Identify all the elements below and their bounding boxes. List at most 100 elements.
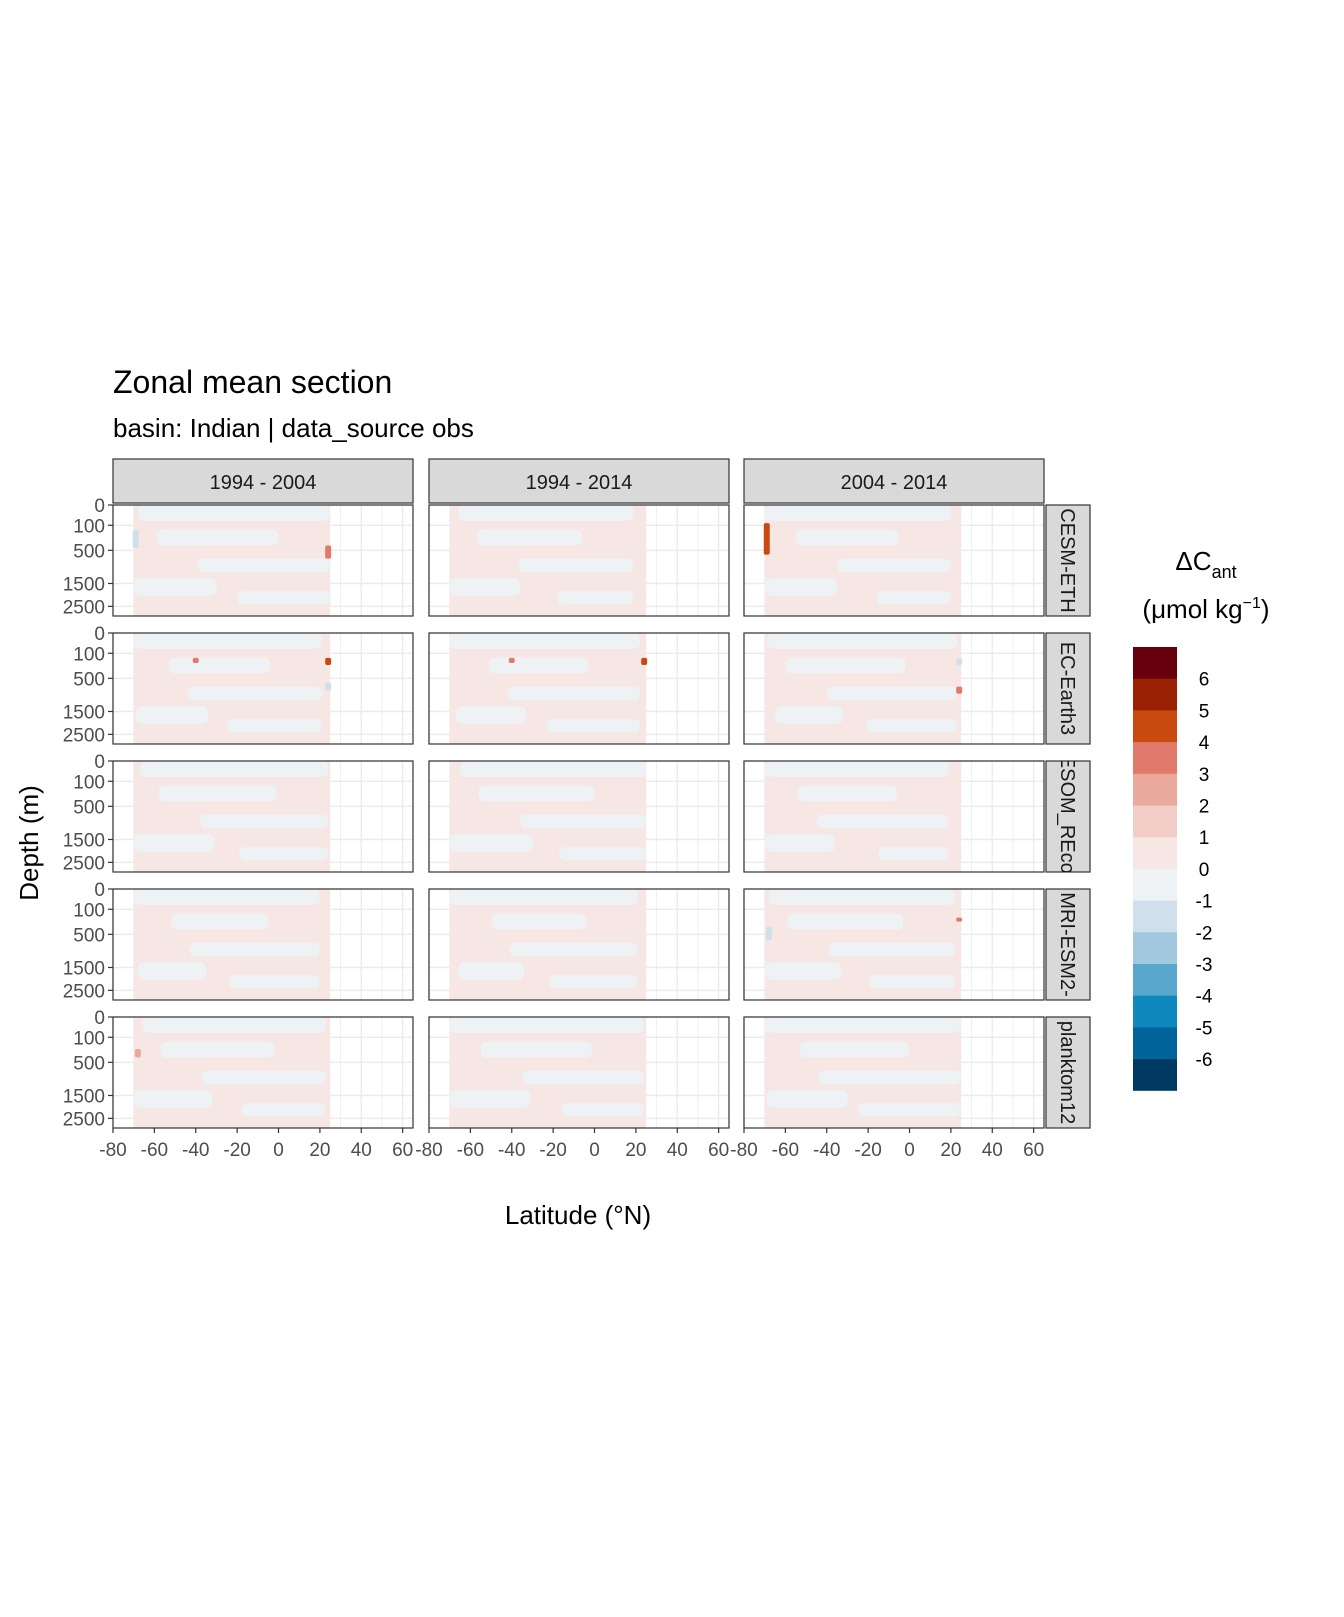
legend-swatch (1133, 900, 1177, 933)
panel-border (112, 1016, 414, 1129)
x-tick-label: 0 (904, 1140, 915, 1161)
facet-strip-row: planktom12 (1045, 1016, 1091, 1129)
x-tick-label: -40 (498, 1140, 525, 1161)
field-negative-patch (768, 889, 956, 905)
field-negative-patch (507, 686, 641, 701)
y-tick-label: 0 (94, 752, 105, 773)
field-negative-patch (457, 505, 634, 521)
facet-strip-column: 1994 - 2014 (428, 458, 730, 504)
field-anomaly-patch (956, 657, 963, 666)
color-legend: ΔCant (μmol kg−1) 6 5 4 3 2 1 0 -1 -2 -3 -4 -5 -6 (1133, 546, 1270, 1091)
field-negative-patch (133, 633, 322, 649)
x-tick-label: -60 (772, 1140, 799, 1161)
x-tick-label: -40 (182, 1140, 209, 1161)
y-tick-label: 500 (73, 925, 105, 946)
legend-unit-sup: −1 (1243, 595, 1261, 612)
y-tick-label: 1500 (63, 1086, 105, 1107)
y-tick-label: 2500 (63, 853, 105, 874)
strip-label: MRI-ESM2- (1056, 892, 1078, 996)
y-tick-label: 0 (94, 880, 105, 901)
field-anomaly-patch (325, 545, 332, 559)
field-negative-patch (764, 962, 842, 980)
field-negative-patch (141, 1017, 327, 1033)
field-negative-patch (491, 913, 587, 930)
strip-label: 1994 - 2014 (526, 472, 633, 494)
field-negative-patch (557, 590, 634, 605)
panel (428, 632, 730, 745)
legend-swatch (1133, 773, 1177, 806)
x-tick-label: 40 (667, 1140, 688, 1161)
legend-label: 2 (1199, 797, 1210, 818)
panel-border (112, 888, 414, 1001)
field-negative-patch (816, 814, 949, 829)
y-tick-label: 100 (73, 900, 105, 921)
field-negative-patch (133, 889, 320, 905)
field-negative-patch (228, 974, 320, 989)
legend-swatch (1133, 1027, 1177, 1060)
legend-label: 6 (1199, 670, 1210, 691)
field-negative-patch (449, 578, 521, 596)
y-tick-label: 2500 (63, 981, 105, 1002)
legend-swatch (1133, 805, 1177, 838)
y-tick-label: 100 (73, 516, 105, 537)
legend-label: -1 (1196, 892, 1213, 913)
field-negative-patch (199, 814, 329, 829)
strip-text-clip: EC-Earth3 (1056, 642, 1078, 735)
facet-strip-row: FESOM_REcoM (1045, 760, 1091, 873)
field-negative-patch (168, 657, 271, 674)
strip-text-clip: FESOM_REcoM (1056, 761, 1078, 872)
field-negative-patch (170, 913, 269, 930)
field-negative-patch (785, 657, 906, 674)
panel-border (428, 632, 730, 745)
x-tick-label: 20 (625, 1140, 646, 1161)
field-negative-patch (857, 1102, 962, 1117)
x-tick-label: 40 (982, 1140, 1003, 1161)
panel-border (428, 1016, 730, 1129)
legend-swatch (1133, 710, 1177, 743)
field-negative-patch (139, 761, 329, 777)
field-anomaly-patch (325, 682, 332, 691)
panel (743, 760, 1045, 873)
field-negative-patch (878, 846, 949, 861)
y-tick-label: 0 (94, 624, 105, 645)
legend-unit-open: (μmol kg (1142, 594, 1242, 624)
chart-subtitle: basin: Indian | data_source obs (113, 413, 474, 443)
panel-border (743, 760, 1045, 873)
y-axis-label: Depth (m) (14, 785, 44, 901)
panel-border (112, 504, 414, 617)
field-anomaly-patch (132, 529, 139, 548)
legend-label: 4 (1199, 733, 1210, 754)
panel: -80 -60 -40 -20 0 20 40 60 (730, 1016, 1045, 1161)
legend-unit: (μmol kg−1) (1142, 594, 1269, 624)
field-negative-patch (868, 974, 956, 989)
facet-panels: 0100500150025000100500150025000100500150… (63, 458, 1091, 1161)
panel-border (743, 632, 1045, 745)
panel-border (743, 888, 1045, 1001)
facet-strip-column: 1994 - 2004 (112, 458, 414, 504)
field-negative-patch (764, 761, 949, 777)
field-negative-patch (137, 962, 207, 980)
field-negative-patch (509, 942, 638, 957)
y-tick-label: 1500 (63, 958, 105, 979)
field-negative-patch (866, 718, 958, 733)
field-negative-patch (787, 913, 904, 930)
field-anomaly-patch (192, 657, 199, 664)
field-negative-patch (239, 846, 329, 861)
x-tick-label: -20 (223, 1140, 250, 1161)
legend-label: 3 (1199, 765, 1210, 786)
legend-label: 0 (1199, 860, 1210, 881)
x-tick-label: 20 (309, 1140, 330, 1161)
field-negative-patch (449, 834, 533, 852)
x-tick-label: -60 (457, 1140, 484, 1161)
y-tick-label: 1500 (63, 702, 105, 723)
y-tick-label: 2500 (63, 1109, 105, 1130)
strip-box (428, 458, 730, 504)
panel (428, 760, 730, 873)
x-tick-label: -40 (813, 1140, 840, 1161)
field-negative-patch (764, 505, 951, 521)
panel-border (112, 760, 414, 873)
x-tick-label: 0 (273, 1140, 284, 1161)
field-negative-patch (160, 1041, 275, 1058)
